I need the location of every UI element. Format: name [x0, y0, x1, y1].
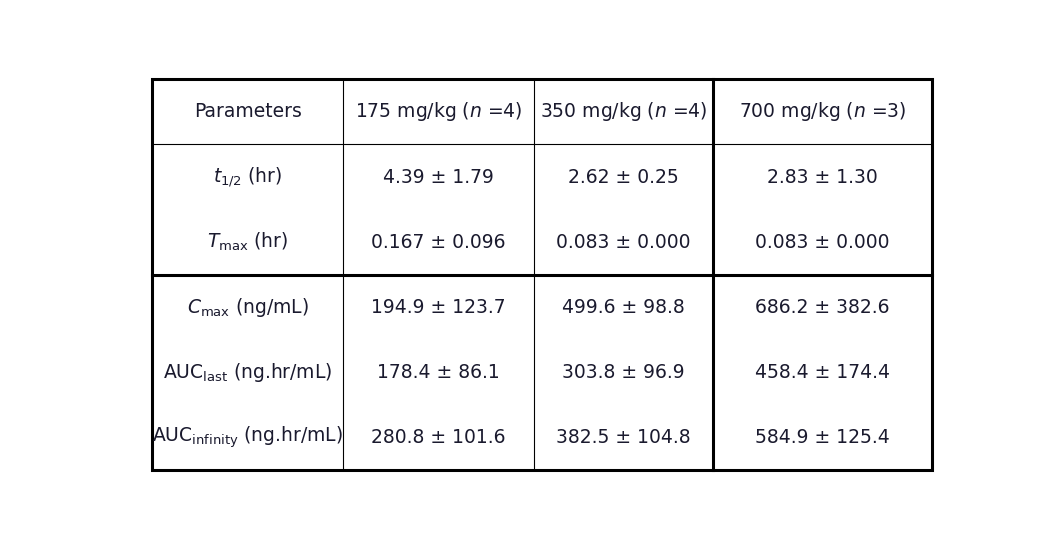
- Text: 0.083 ± 0.000: 0.083 ± 0.000: [556, 233, 691, 252]
- Text: 2.83 ± 1.30: 2.83 ± 1.30: [767, 167, 878, 186]
- Text: 458.4 ± 174.4: 458.4 ± 174.4: [755, 363, 890, 382]
- Text: Parameters: Parameters: [194, 103, 302, 122]
- Text: 700 mg/kg ($\mathit{n}$ =3): 700 mg/kg ($\mathit{n}$ =3): [738, 100, 906, 124]
- Text: $\mathrm{AUC}_{\mathrm{infinity}}$ (ng.hr/mL): $\mathrm{AUC}_{\mathrm{infinity}}$ (ng.h…: [152, 425, 343, 450]
- Text: 2.62 ± 0.25: 2.62 ± 0.25: [569, 167, 679, 186]
- Text: 0.083 ± 0.000: 0.083 ± 0.000: [755, 233, 889, 252]
- Text: 280.8 ± 101.6: 280.8 ± 101.6: [371, 428, 506, 447]
- Text: 350 mg/kg ($\mathit{n}$ =4): 350 mg/kg ($\mathit{n}$ =4): [540, 100, 708, 124]
- Text: 382.5 ± 104.8: 382.5 ± 104.8: [556, 428, 691, 447]
- Text: 194.9 ± 123.7: 194.9 ± 123.7: [371, 298, 506, 317]
- Text: 303.8 ± 96.9: 303.8 ± 96.9: [562, 363, 685, 382]
- Text: 0.167 ± 0.096: 0.167 ± 0.096: [371, 233, 506, 252]
- Text: 4.39 ± 1.79: 4.39 ± 1.79: [383, 167, 494, 186]
- Text: $\mathrm{AUC}_{\mathrm{last}}$ (ng.hr/mL): $\mathrm{AUC}_{\mathrm{last}}$ (ng.hr/mL…: [164, 361, 332, 384]
- Text: $T_{\mathrm{max}}$ (hr): $T_{\mathrm{max}}$ (hr): [207, 231, 288, 253]
- Text: 175 mg/kg ($\mathit{n}$ =4): 175 mg/kg ($\mathit{n}$ =4): [354, 100, 522, 124]
- Text: 686.2 ± 382.6: 686.2 ± 382.6: [755, 298, 889, 317]
- Text: 584.9 ± 125.4: 584.9 ± 125.4: [755, 428, 889, 447]
- Text: 499.6 ± 98.8: 499.6 ± 98.8: [562, 298, 685, 317]
- Text: $C_{\mathrm{max}}$ (ng/mL): $C_{\mathrm{max}}$ (ng/mL): [187, 296, 309, 319]
- Text: 178.4 ± 86.1: 178.4 ± 86.1: [378, 363, 500, 382]
- Text: $t_{1/2}$ (hr): $t_{1/2}$ (hr): [213, 165, 283, 189]
